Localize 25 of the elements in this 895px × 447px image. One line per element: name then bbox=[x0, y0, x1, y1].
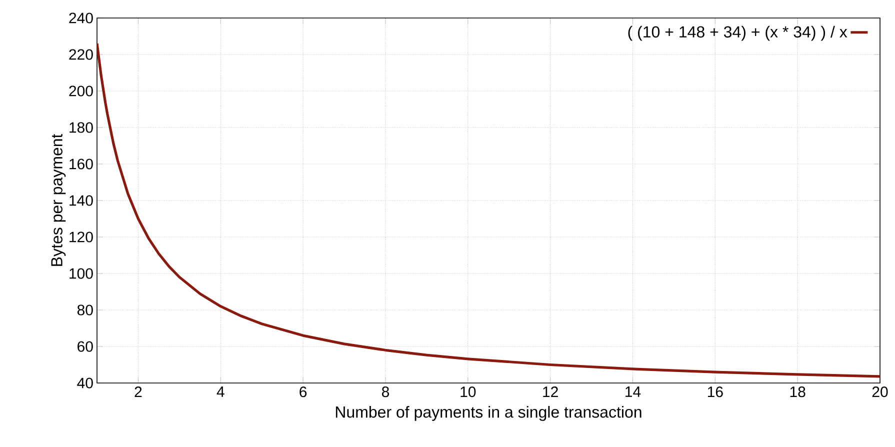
x-tick-label: 12 bbox=[543, 386, 558, 397]
y-tick-label: 240 bbox=[69, 12, 93, 24]
x-tick-label: 14 bbox=[626, 386, 641, 397]
y-tick-label: 140 bbox=[70, 195, 93, 206]
x-tick-label: 18 bbox=[790, 386, 806, 398]
y-tick-label: 120 bbox=[70, 232, 93, 242]
y-tick-label: 40 bbox=[77, 378, 93, 388]
x-tick-label: 6 bbox=[300, 386, 307, 398]
line-series bbox=[97, 42, 880, 378]
y-tick-label: 180 bbox=[70, 122, 93, 133]
x-tick-label: 16 bbox=[708, 386, 723, 398]
x-tick-label: 10 bbox=[460, 386, 476, 398]
x-tick-label: 8 bbox=[382, 386, 389, 398]
x-tick-label: 20 bbox=[872, 386, 888, 398]
x-tick-label: 2 bbox=[134, 386, 142, 397]
x-tick-label: 4 bbox=[216, 386, 224, 397]
y-tick-label: 160 bbox=[70, 158, 93, 170]
y-tick-label: 220 bbox=[69, 49, 93, 60]
y-tick-label: 80 bbox=[77, 304, 93, 316]
y-tick-label: 60 bbox=[78, 341, 93, 352]
y-tick-label: 100 bbox=[70, 268, 93, 279]
x-axis-title: Number of payments in a single transaction bbox=[336, 406, 642, 421]
legend-label: ( (10 + 148 + 34) + (x * 34) ) / x bbox=[628, 26, 848, 41]
y-axis-title: Bytes per payment bbox=[51, 134, 66, 266]
y-tick-label: 200 bbox=[69, 86, 93, 96]
